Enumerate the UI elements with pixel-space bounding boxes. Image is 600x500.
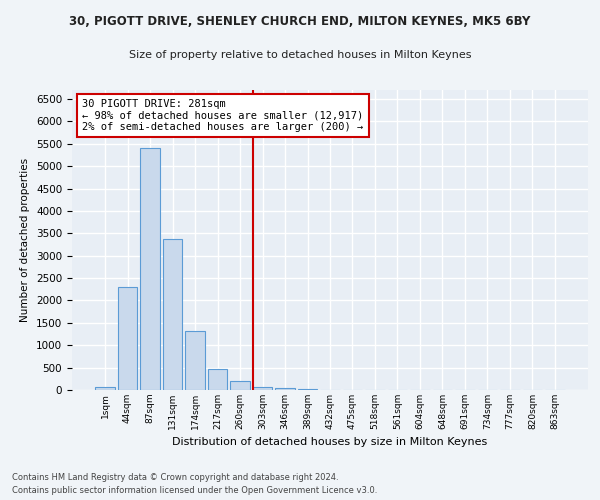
- Text: Contains public sector information licensed under the Open Government Licence v3: Contains public sector information licen…: [12, 486, 377, 495]
- Text: Size of property relative to detached houses in Milton Keynes: Size of property relative to detached ho…: [129, 50, 471, 60]
- Text: 30, PIGOTT DRIVE, SHENLEY CHURCH END, MILTON KEYNES, MK5 6BY: 30, PIGOTT DRIVE, SHENLEY CHURCH END, MI…: [70, 15, 530, 28]
- Bar: [95, 386, 115, 390]
- X-axis label: Distribution of detached houses by size in Milton Keynes: Distribution of detached houses by size …: [172, 438, 488, 448]
- Text: Contains HM Land Registry data © Crown copyright and database right 2024.: Contains HM Land Registry data © Crown c…: [12, 474, 338, 482]
- Bar: [230, 382, 250, 390]
- Text: 30 PIGOTT DRIVE: 281sqm
← 98% of detached houses are smaller (12,917)
2% of semi: 30 PIGOTT DRIVE: 281sqm ← 98% of detache…: [82, 99, 364, 132]
- Bar: [298, 389, 317, 390]
- Bar: [208, 368, 227, 390]
- Y-axis label: Number of detached properties: Number of detached properties: [20, 158, 31, 322]
- Bar: [253, 386, 272, 390]
- Bar: [185, 331, 205, 390]
- Bar: [275, 388, 295, 390]
- Bar: [118, 287, 137, 390]
- Bar: [140, 148, 160, 390]
- Bar: [163, 238, 182, 390]
